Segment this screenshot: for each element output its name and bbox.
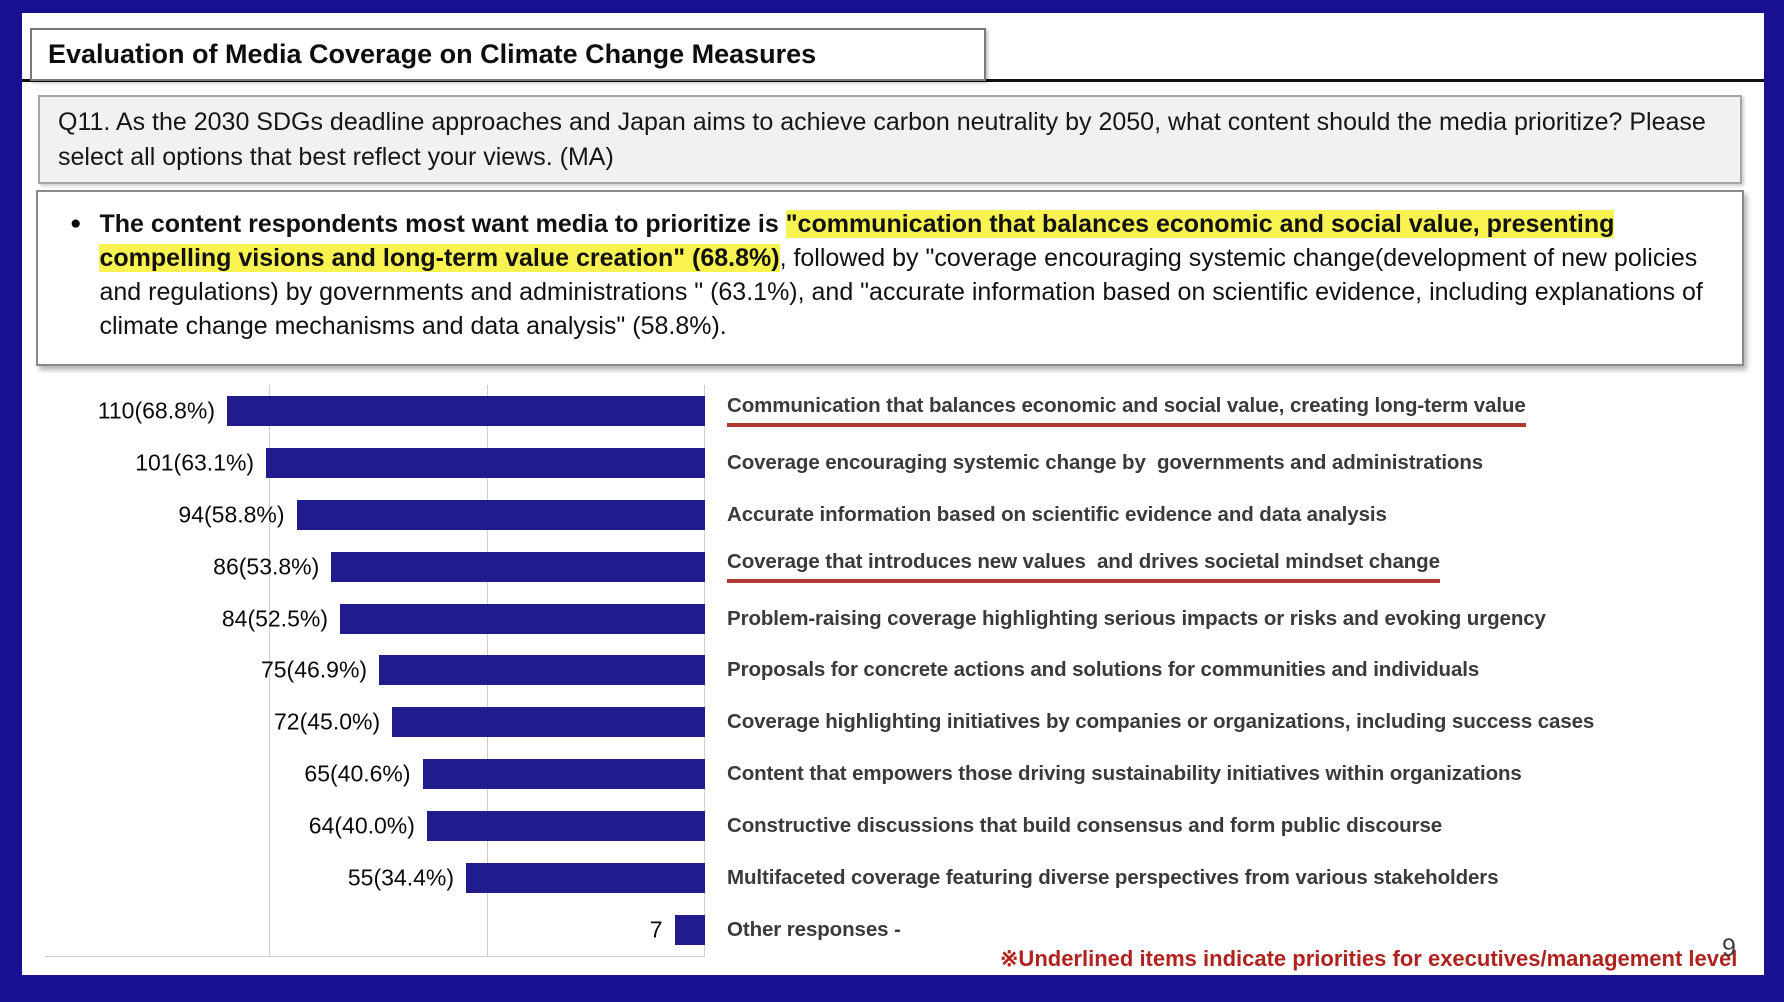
bar-value-label: 7 bbox=[649, 916, 663, 943]
category-label: Problem-raising coverage highlighting se… bbox=[727, 606, 1546, 630]
bar bbox=[674, 915, 705, 946]
bar bbox=[379, 655, 705, 686]
category-row: Other responses - bbox=[727, 904, 1757, 956]
category-label: Coverage encouraging systemic change by … bbox=[727, 450, 1484, 474]
bar-value-label: 55(34.4%) bbox=[347, 864, 454, 891]
category-label: Other responses - bbox=[727, 918, 901, 942]
gridline bbox=[269, 385, 271, 956]
summary-inner: ● The content respondents most want medi… bbox=[38, 192, 1742, 343]
category-row: Constructive discussions that build cons… bbox=[727, 800, 1757, 852]
bar bbox=[426, 811, 705, 842]
category-label-underlined: Coverage that introduces new values and … bbox=[727, 550, 1440, 584]
category-label: Proposals for concrete actions and solut… bbox=[727, 658, 1480, 682]
category-row: Coverage encouraging systemic change by … bbox=[727, 437, 1757, 489]
bar-row: 101(63.1%) bbox=[45, 437, 705, 489]
title-box: Evaluation of Media Coverage on Climate … bbox=[30, 28, 986, 81]
bar-value-label: 110(68.8%) bbox=[97, 397, 215, 424]
category-label: Accurate information based on scientific… bbox=[727, 502, 1387, 526]
bar bbox=[466, 863, 705, 894]
bar-value-label: 94(58.8%) bbox=[178, 501, 285, 528]
bar-row: 72(45.0%) bbox=[45, 696, 705, 748]
chart-categories: Communication that balances economic and… bbox=[727, 385, 1757, 956]
bar-row: 110(68.8%) bbox=[45, 385, 705, 437]
footnote: ※Underlined items indicate priorities fo… bbox=[1000, 946, 1738, 971]
bar-row: 86(53.8%) bbox=[45, 541, 705, 593]
category-row: Multifaceted coverage featuring diverse … bbox=[727, 852, 1757, 904]
category-row: Coverage highlighting initiatives by com… bbox=[727, 696, 1757, 748]
bar-value-label: 75(46.9%) bbox=[260, 656, 368, 683]
bullet-icon: ● bbox=[70, 213, 82, 234]
category-label: Multifaceted coverage featuring diverse … bbox=[727, 866, 1499, 890]
category-label-underlined: Communication that balances economic and… bbox=[727, 394, 1526, 428]
bar-value-label: 72(45.0%) bbox=[274, 708, 381, 735]
bar bbox=[296, 499, 705, 530]
category-row: Accurate information based on scientific… bbox=[727, 489, 1757, 541]
page-title: Evaluation of Media Coverage on Climate … bbox=[48, 39, 817, 69]
chart-plot: 110(68.8%) 101(63.1%) 94(58.8%) 86(53.8%) 84… bbox=[45, 385, 705, 957]
bar-row: 55(34.4%) bbox=[45, 852, 705, 904]
bar bbox=[422, 759, 705, 790]
bar bbox=[339, 603, 705, 634]
bar-row: 65(40.6%) bbox=[45, 748, 705, 800]
category-label: Coverage highlighting initiatives by com… bbox=[727, 710, 1595, 734]
bar-value-label: 101(63.1%) bbox=[135, 449, 255, 476]
summary-box: ● The content respondents most want medi… bbox=[36, 190, 1744, 366]
bar bbox=[331, 551, 705, 582]
category-row: Communication that balances economic and… bbox=[727, 385, 1757, 437]
bar bbox=[392, 707, 705, 738]
summary-run: , followed by "coverage encouraging syst… bbox=[99, 244, 1703, 340]
bar-value-label: 64(40.0%) bbox=[308, 812, 415, 839]
bar-value-label: 84(52.5%) bbox=[221, 605, 328, 632]
page-number: 9 bbox=[1722, 934, 1736, 962]
bar bbox=[266, 447, 705, 478]
bar-row: 84(52.5%) bbox=[45, 593, 705, 645]
category-row: Content that empowers those driving sust… bbox=[727, 748, 1757, 800]
category-label: Constructive discussions that build cons… bbox=[727, 814, 1443, 838]
bar-row: 7 bbox=[45, 904, 705, 956]
bar-row: 94(58.8%) bbox=[45, 489, 705, 541]
bar-row: 64(40.0%) bbox=[45, 800, 705, 852]
bar bbox=[227, 395, 705, 426]
category-row: Coverage that introduces new values and … bbox=[727, 541, 1757, 593]
question-text: Q11. As the 2030 SDGs deadline approache… bbox=[58, 107, 1706, 171]
summary-text: The content respondents most want media … bbox=[99, 207, 1720, 343]
bar-value-label: 86(53.8%) bbox=[213, 553, 320, 580]
bar-value-label: 65(40.6%) bbox=[304, 760, 411, 787]
bar-row: 75(46.9%) bbox=[45, 645, 705, 697]
question-box: Q11. As the 2030 SDGs deadline approache… bbox=[38, 95, 1742, 184]
category-row: Problem-raising coverage highlighting se… bbox=[727, 593, 1757, 645]
category-row: Proposals for concrete actions and solut… bbox=[727, 645, 1757, 697]
category-label: Content that empowers those driving sust… bbox=[727, 762, 1522, 786]
summary-run: The content respondents most want media … bbox=[99, 210, 786, 238]
